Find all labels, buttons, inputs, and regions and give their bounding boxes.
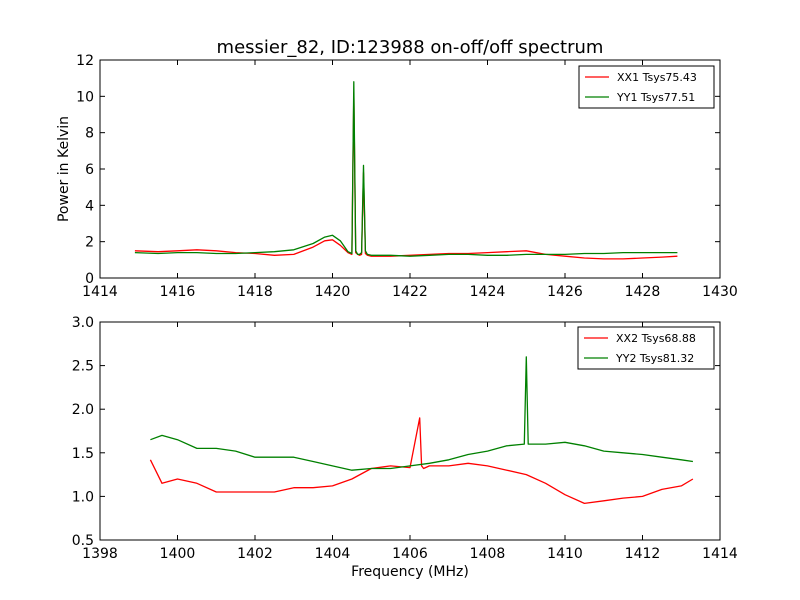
x-tick-label: 1404 [315, 546, 351, 562]
x-tick-label: 1420 [315, 284, 351, 300]
x-tick-label: 1400 [160, 546, 196, 562]
y-tick-label: 10 [76, 89, 94, 105]
series-line-yy2 [150, 356, 693, 471]
x-tick-label: 1418 [237, 284, 273, 300]
x-tick-label: 1430 [702, 284, 738, 300]
x-tick-label: 1414 [82, 284, 118, 300]
y-tick-label: 3.0 [72, 315, 94, 331]
y-tick-label: 0.5 [72, 533, 94, 549]
y-tick-label: 0 [85, 271, 94, 287]
y-tick-label: 1.5 [72, 446, 94, 462]
y-tick-label: 6 [85, 162, 94, 178]
x-tick-label: 1406 [392, 546, 428, 562]
legend-label: YY2 Tsys81.32 [615, 352, 694, 365]
x-tick-label: 1422 [392, 284, 428, 300]
y-tick-label: 2.5 [72, 359, 94, 375]
series-line-xx2 [149, 417, 694, 505]
x-tick-label: 1410 [547, 546, 583, 562]
legend-label: XX1 Tsys75.43 [617, 71, 697, 84]
top-chart-panel: 1414 1416 1418 1420 1422 1424 1426 1428 1430 0 2 4 6… [56, 53, 738, 300]
y-tick-label: 8 [85, 126, 94, 142]
y-tick-label: 12 [76, 53, 94, 69]
y-tick-label: 1.0 [72, 489, 94, 505]
bottom-chart-panel: 1398 1400 1402 1404 1406 1408 1410 1412 1414 0.5 1… [72, 315, 738, 580]
y-axis-label: Power in Kelvin [56, 116, 72, 222]
x-tick-label: 1416 [160, 284, 196, 300]
x-tick-label: 1402 [237, 546, 273, 562]
x-tick-label: 1414 [702, 546, 738, 562]
legend: XX2 Tsys68.88 YY2 Tsys81.32 [577, 326, 715, 370]
y-tick-label: 4 [85, 198, 94, 214]
legend-label: YY1 Tsys77.51 [616, 91, 695, 104]
legend: XX1 Tsys75.43 YY1 Tsys77.51 [578, 65, 715, 109]
y-tick-label: 2 [85, 235, 94, 251]
x-tick-label: 1398 [82, 546, 118, 562]
x-axis-label: Frequency (MHz) [351, 564, 469, 580]
x-tick-label: 1424 [470, 284, 506, 300]
legend-box [578, 65, 715, 109]
y-tick-label: 2.0 [72, 402, 94, 418]
x-tick-label: 1426 [547, 284, 583, 300]
series-line-yy1 [134, 81, 678, 257]
chart-title: messier_82, ID:123988 on-off/off spectru… [217, 37, 604, 58]
legend-box [577, 326, 715, 370]
x-tick-label: 1428 [625, 284, 661, 300]
x-tick-label: 1408 [470, 546, 506, 562]
x-tick-label: 1412 [625, 546, 661, 562]
legend-label: XX2 Tsys68.88 [616, 332, 696, 345]
